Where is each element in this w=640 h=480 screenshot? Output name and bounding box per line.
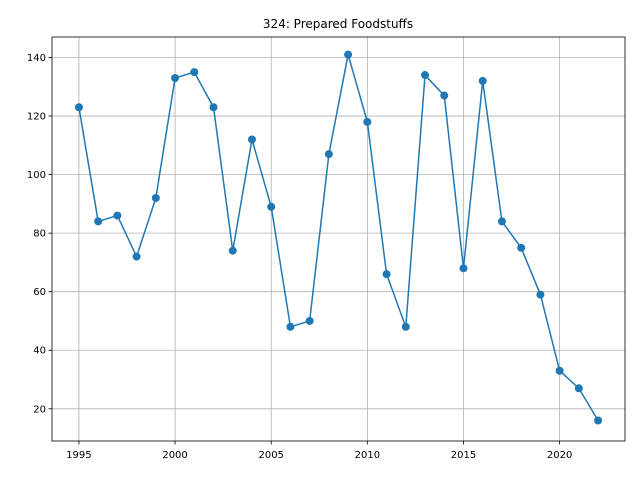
data-point [324, 150, 333, 159]
x-tick-label: 2020 [547, 450, 572, 461]
data-point [574, 384, 583, 393]
data-point [594, 416, 603, 425]
data-point [401, 322, 410, 331]
y-tick-label: 100 [27, 170, 46, 181]
y-tick-label: 40 [33, 346, 46, 357]
data-point [440, 91, 449, 100]
grid [52, 37, 625, 441]
data-point [247, 135, 256, 144]
plot-frame [51, 36, 626, 442]
data-point [74, 103, 83, 112]
y-tick-label: 20 [33, 404, 46, 415]
series-line [78, 54, 599, 421]
data-point [286, 322, 295, 331]
y-tick-label: 140 [27, 53, 46, 64]
data-point [421, 71, 430, 80]
y-tick-label: 80 [33, 229, 46, 240]
data-point [228, 246, 237, 255]
axis-ticks: 1995 2000 2005 2010 2015 20202040608010012014… [27, 53, 572, 461]
data-point [344, 50, 353, 59]
data-point [151, 194, 160, 203]
x-tick-label: 2010 [355, 450, 380, 461]
x-tick-label: 2000 [162, 450, 187, 461]
data-point [497, 217, 506, 226]
data-point [555, 366, 564, 375]
x-tick-label: 2005 [258, 450, 283, 461]
data-point [113, 211, 122, 220]
data-point [478, 76, 487, 85]
chart-title: 324: Prepared Foodstuffs [263, 17, 413, 31]
x-tick-label: 1995 [66, 450, 91, 461]
y-tick-label: 120 [27, 112, 46, 123]
data-point [132, 252, 141, 261]
x-tick-label: 2015 [451, 450, 476, 461]
series-markers [74, 50, 603, 425]
data-point [459, 264, 468, 273]
data-point [517, 243, 526, 252]
data-point [94, 217, 103, 226]
data-point [267, 202, 276, 211]
data-point [382, 270, 391, 279]
data-point [363, 117, 372, 126]
data-point [305, 316, 314, 325]
data-point [209, 103, 218, 112]
data-point [171, 73, 180, 82]
data-point [190, 68, 199, 77]
y-tick-label: 60 [33, 287, 46, 298]
data-point [536, 290, 545, 299]
